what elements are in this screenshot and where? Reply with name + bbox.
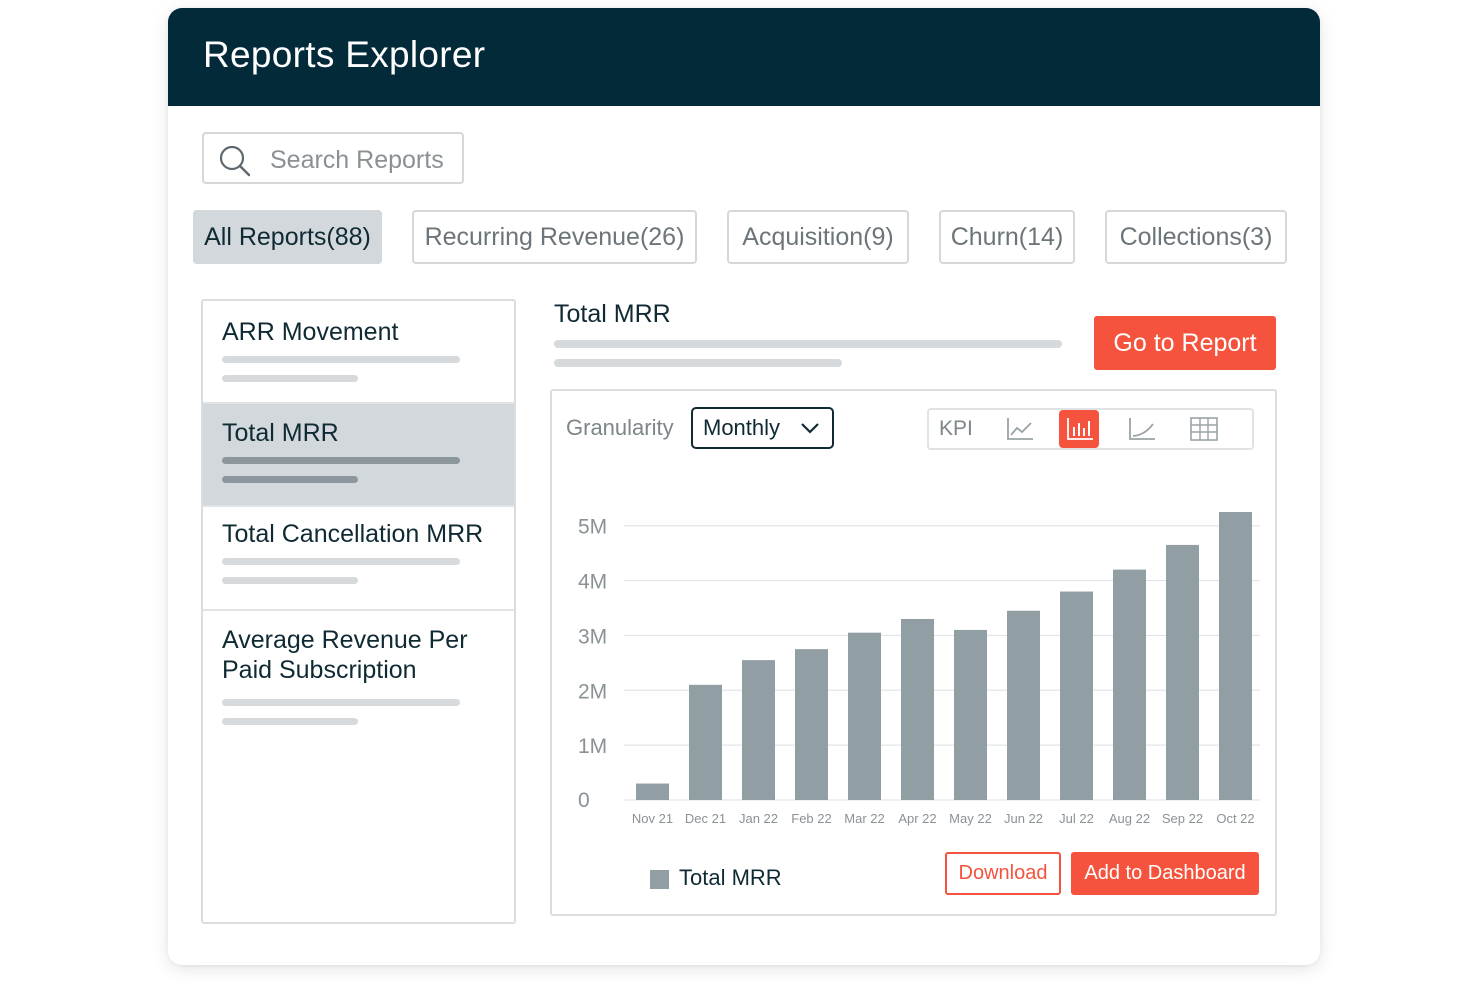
granularity-select[interactable]: Monthly bbox=[691, 407, 834, 449]
y-tick-label: 0 bbox=[578, 789, 590, 812]
placeholder-line bbox=[222, 577, 358, 584]
bar[interactable] bbox=[901, 618, 934, 800]
x-tick-label: Jun 22 bbox=[1004, 811, 1043, 826]
x-tick-label: Sep 22 bbox=[1162, 811, 1203, 826]
report-title: Total MRR bbox=[554, 300, 671, 328]
bar-chart: 0 1M 2M 3M 4M 5M Nov 21 Dec 21 Jan 22 Feb 22 Mar 2… bbox=[578, 512, 1260, 826]
tab-all-reports[interactable]: All Reports(88) bbox=[193, 210, 382, 264]
bar[interactable] bbox=[1113, 569, 1146, 800]
chevron-down-icon bbox=[801, 423, 819, 434]
placeholder-line bbox=[222, 356, 460, 363]
report-item-label: ARR Movement bbox=[222, 318, 399, 346]
x-tick-label: Feb 22 bbox=[791, 811, 831, 826]
bar-chart-icon[interactable] bbox=[1059, 410, 1099, 448]
x-tick-label: Mar 22 bbox=[844, 811, 884, 826]
x-tick-label: Jul 22 bbox=[1059, 811, 1094, 826]
placeholder-line bbox=[222, 558, 460, 565]
report-item-total-mrr[interactable]: Total MRR bbox=[203, 404, 514, 507]
placeholder-line bbox=[222, 476, 358, 483]
y-tick-label: 3M bbox=[578, 625, 607, 648]
page-title: Reports Explorer bbox=[203, 34, 486, 75]
x-tick-label: Aug 22 bbox=[1109, 811, 1150, 826]
header-bar: Reports Explorer bbox=[168, 8, 1320, 106]
bar[interactable] bbox=[795, 649, 828, 800]
view-toggle: KPI bbox=[927, 408, 1254, 450]
x-tick-label: May 22 bbox=[949, 811, 992, 826]
chart-panel: Granularity Monthly KPI bbox=[550, 389, 1277, 916]
placeholder-line bbox=[222, 718, 358, 725]
placeholder-line bbox=[554, 359, 842, 367]
placeholder-line bbox=[554, 340, 1062, 348]
y-tick-label: 2M bbox=[578, 680, 607, 703]
bar[interactable] bbox=[636, 783, 669, 800]
x-tick-label: Dec 21 bbox=[685, 811, 726, 826]
report-item-label: Average Revenue Per Paid Subscription bbox=[222, 626, 468, 684]
legend-swatch bbox=[650, 870, 669, 889]
x-tick-label: Oct 22 bbox=[1216, 811, 1254, 826]
area-chart-icon[interactable] bbox=[1121, 410, 1161, 448]
search-input[interactable]: Search Reports bbox=[202, 132, 464, 184]
bar[interactable] bbox=[1007, 610, 1040, 800]
report-item-total-cancellation-mrr[interactable]: Total Cancellation MRR bbox=[203, 507, 514, 611]
add-to-dashboard-button[interactable]: Add to Dashboard bbox=[1071, 852, 1259, 895]
placeholder-line bbox=[222, 375, 358, 382]
line-chart-icon[interactable] bbox=[999, 410, 1039, 448]
search-placeholder: Search Reports bbox=[270, 146, 444, 174]
placeholder-line bbox=[222, 699, 460, 706]
bar[interactable] bbox=[1060, 591, 1093, 800]
granularity-value: Monthly bbox=[703, 415, 781, 440]
report-list: ARR Movement Total MRR Total Cancellatio… bbox=[201, 299, 516, 924]
y-tick-label: 4M bbox=[578, 571, 607, 594]
reports-explorer-window: Reports Explorer Search Reports All Repo… bbox=[168, 8, 1320, 965]
bar[interactable] bbox=[1219, 512, 1252, 800]
legend-label: Total MRR bbox=[679, 865, 782, 890]
download-button[interactable]: Download bbox=[945, 852, 1061, 895]
bar[interactable] bbox=[742, 660, 775, 800]
report-item-label: Total MRR bbox=[222, 419, 339, 447]
bar[interactable] bbox=[848, 632, 881, 800]
placeholder-line bbox=[222, 457, 460, 464]
table-icon[interactable] bbox=[1183, 410, 1223, 448]
bar[interactable] bbox=[1166, 544, 1199, 800]
report-item-arpps[interactable]: Average Revenue Per Paid Subscription bbox=[203, 611, 514, 741]
view-kpi-button[interactable]: KPI bbox=[939, 417, 973, 440]
tab-acquisition[interactable]: Acquisition(9) bbox=[727, 210, 909, 264]
y-tick-label: 5M bbox=[578, 516, 607, 539]
bar[interactable] bbox=[689, 684, 722, 800]
bar[interactable] bbox=[954, 629, 987, 800]
x-tick-label: Jan 22 bbox=[739, 811, 778, 826]
search-icon bbox=[219, 145, 251, 177]
report-item-arr-movement[interactable]: ARR Movement bbox=[203, 301, 514, 404]
x-tick-label: Apr 22 bbox=[898, 811, 936, 826]
y-tick-label: 1M bbox=[578, 735, 607, 758]
granularity-label: Granularity bbox=[566, 415, 674, 440]
tab-collections[interactable]: Collections(3) bbox=[1105, 210, 1287, 264]
go-to-report-button[interactable]: Go to Report bbox=[1094, 316, 1276, 370]
tab-churn[interactable]: Churn(14) bbox=[939, 210, 1075, 264]
report-item-label: Total Cancellation MRR bbox=[222, 520, 484, 548]
tab-recurring-revenue[interactable]: Recurring Revenue(26) bbox=[412, 210, 697, 264]
x-tick-label: Nov 21 bbox=[632, 811, 673, 826]
